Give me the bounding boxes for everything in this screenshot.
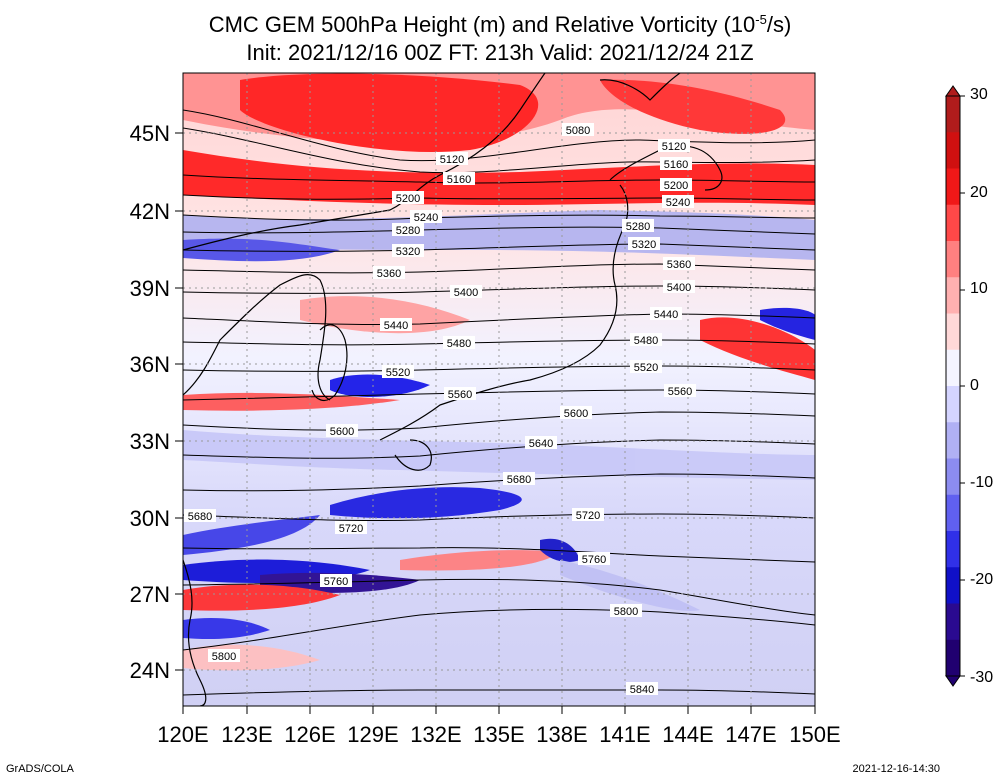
contour-label: 5600 (330, 426, 354, 438)
axis-ticks (175, 132, 816, 714)
colorbar-segment (946, 277, 960, 314)
footer-credit: GrADS/COLA (6, 763, 75, 775)
lat-tick-label: 27N (130, 582, 170, 607)
lon-tick-label: 132E (410, 722, 461, 747)
contour-label: 5480 (447, 338, 471, 350)
lon-tick-label: 120E (157, 722, 208, 747)
colorbar-tick-label: 0 (970, 377, 979, 394)
colorbar-segment (946, 531, 960, 568)
contour-label: 5600 (564, 408, 588, 420)
lat-tick-label: 36N (130, 352, 170, 377)
colorbar-segment (946, 494, 960, 532)
colorbar-segment (946, 241, 960, 278)
lat-tick-label: 45N (130, 121, 170, 146)
colorbar-segment (946, 386, 960, 423)
contour-label: 5360 (377, 268, 401, 280)
contour-label: 5240 (666, 197, 690, 209)
lon-tick-label: 135E (473, 722, 524, 747)
lat-tick-label: 30N (130, 506, 170, 531)
lat-tick-label: 42N (130, 199, 170, 224)
colorbar-top-arrow (945, 85, 961, 97)
contour-label: 5320 (396, 246, 420, 258)
lat-tick-labels: 45N 42N 39N 36N 33N 30N 27N 24N (130, 121, 170, 683)
lat-tick-label: 24N (130, 658, 170, 683)
vorticity-field (183, 73, 815, 671)
colorbar-tick-label: 20 (970, 184, 988, 201)
contour-label: 5400 (454, 287, 478, 299)
colorbar-segment (946, 168, 960, 206)
contour-label: 5160 (664, 159, 688, 171)
contour-label: 5680 (507, 474, 531, 486)
contour-label: 5560 (668, 386, 692, 398)
colorbar-segment (946, 603, 960, 641)
contour-label: 5280 (626, 221, 650, 233)
colorbar-segment (946, 204, 960, 242)
colorbar-tick-label: -30 (970, 669, 993, 686)
lat-tick-label: 33N (130, 429, 170, 454)
chart-title: CMC GEM 500hPa Height (m) and Relative V… (209, 12, 792, 37)
lon-tick-label: 138E (536, 722, 587, 747)
colorbar-segment (946, 132, 960, 169)
contour-label: 5840 (630, 684, 654, 696)
colorbar-tick-label: 30 (970, 86, 988, 103)
lon-tick-label: 150E (789, 722, 840, 747)
contour-label: 5440 (384, 320, 408, 332)
contour-label: 5080 (566, 125, 590, 137)
plot-area: 5080 5120 5120 5160 5160 5200 5200 5240 … (183, 73, 815, 706)
contour-label: 5800 (614, 606, 638, 618)
contour-label: 5640 (529, 438, 553, 450)
contour-label: 5520 (634, 362, 658, 374)
contour-label: 5720 (576, 510, 600, 522)
contour-label: 5440 (654, 309, 678, 321)
contour-label: 5720 (339, 523, 363, 535)
chart-subtitle: Init: 2021/12/16 00Z FT: 213h Valid: 202… (246, 40, 753, 65)
colorbar-tick-label: 10 (970, 280, 988, 297)
lon-tick-label: 141E (599, 722, 650, 747)
colorbar-segment (946, 313, 960, 351)
contour-label: 5160 (447, 174, 471, 186)
contour-label: 5360 (667, 259, 691, 271)
lon-tick-label: 144E (662, 722, 713, 747)
contour-label: 5520 (386, 367, 410, 379)
lon-tick-label: 129E (347, 722, 398, 747)
contour-label: 5320 (632, 239, 656, 251)
footer-timestamp: 2021-12-16-14:30 (853, 763, 940, 775)
colorbar-segment (946, 422, 960, 459)
colorbar-tick-labels: 30 20 10 0 -10 -20 -30 (970, 86, 993, 686)
contour-label: 5680 (188, 511, 212, 523)
colorbar-segment (946, 639, 960, 677)
lon-tick-label: 147E (725, 722, 776, 747)
contour-label: 5120 (662, 141, 686, 153)
colorbar-bottom-arrow (945, 675, 961, 687)
contour-label: 5760 (582, 554, 606, 566)
contour-label: 5480 (634, 335, 658, 347)
contour-label: 5560 (448, 389, 472, 401)
height-contours (183, 109, 815, 696)
contour-label: 5280 (396, 225, 420, 237)
contour-label: 5400 (667, 282, 691, 294)
contour-label: 5240 (414, 212, 438, 224)
lon-tick-label: 126E (284, 722, 335, 747)
contour-label: 5800 (212, 651, 236, 663)
contour-label: 5200 (664, 180, 688, 192)
contour-label: 5200 (396, 193, 420, 205)
contour-labels: 5080 5120 5120 5160 5160 5200 5200 5240 … (184, 123, 696, 696)
colorbar-segment (946, 567, 960, 604)
colorbar-segment (946, 349, 960, 387)
colorbar (945, 85, 965, 687)
lat-tick-label: 39N (130, 276, 170, 301)
contour-label: 5760 (324, 576, 348, 588)
colorbar-segment (946, 458, 960, 496)
colorbar-segment (946, 96, 960, 133)
colorbar-tick-label: -10 (970, 474, 993, 491)
lon-tick-label: 123E (221, 722, 272, 747)
lon-tick-labels: 120E 123E 126E 129E 132E 135E 138E 141E … (157, 722, 840, 747)
contour-label: 5120 (440, 154, 464, 166)
colorbar-tick-label: -20 (970, 571, 993, 588)
